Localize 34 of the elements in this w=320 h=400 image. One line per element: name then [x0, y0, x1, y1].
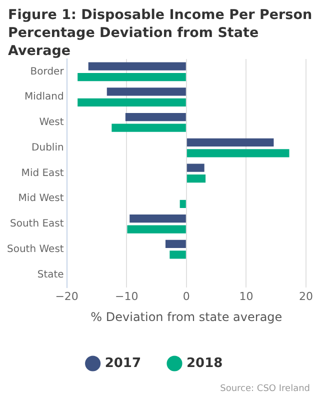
x-tick-label: −10	[115, 290, 138, 303]
x-tick-label: −20	[55, 290, 78, 303]
bar	[78, 98, 186, 107]
bar	[186, 174, 206, 183]
legend-label: 2018	[186, 356, 223, 371]
chart-title: Figure 1: Disposable Income Per Person Percentage Deviation from State Average	[8, 6, 313, 60]
x-tick-label: 20	[299, 290, 313, 303]
bar	[186, 149, 290, 158]
y-tick-label: West	[39, 117, 64, 128]
y-tick-label: Dublin	[32, 142, 64, 154]
bar	[78, 73, 186, 82]
bar	[180, 200, 186, 208]
bar	[88, 62, 186, 70]
bar	[186, 138, 274, 146]
bar	[106, 88, 186, 96]
y-tick-label: Border	[30, 66, 65, 78]
bar	[170, 250, 186, 259]
x-tick-label: 10	[239, 290, 254, 303]
source-note: Source: CSO Ireland	[220, 384, 310, 394]
legend-label: 2017	[104, 356, 142, 371]
bar	[130, 214, 186, 223]
y-tick-label: South West	[7, 244, 64, 255]
y-tick-label: South East	[10, 218, 64, 230]
x-axis-title: % Deviation from state average	[90, 310, 282, 324]
bar	[165, 240, 186, 248]
bar	[112, 124, 186, 132]
y-tick-label: State	[37, 269, 64, 280]
x-tick-label: 0	[182, 290, 190, 303]
bar	[186, 164, 204, 172]
y-tick-label: Mid West	[18, 193, 64, 204]
bar	[127, 225, 186, 234]
y-tick-label: Midland	[24, 92, 64, 103]
y-tick-label: Mid East	[21, 168, 64, 179]
bar	[125, 113, 186, 122]
